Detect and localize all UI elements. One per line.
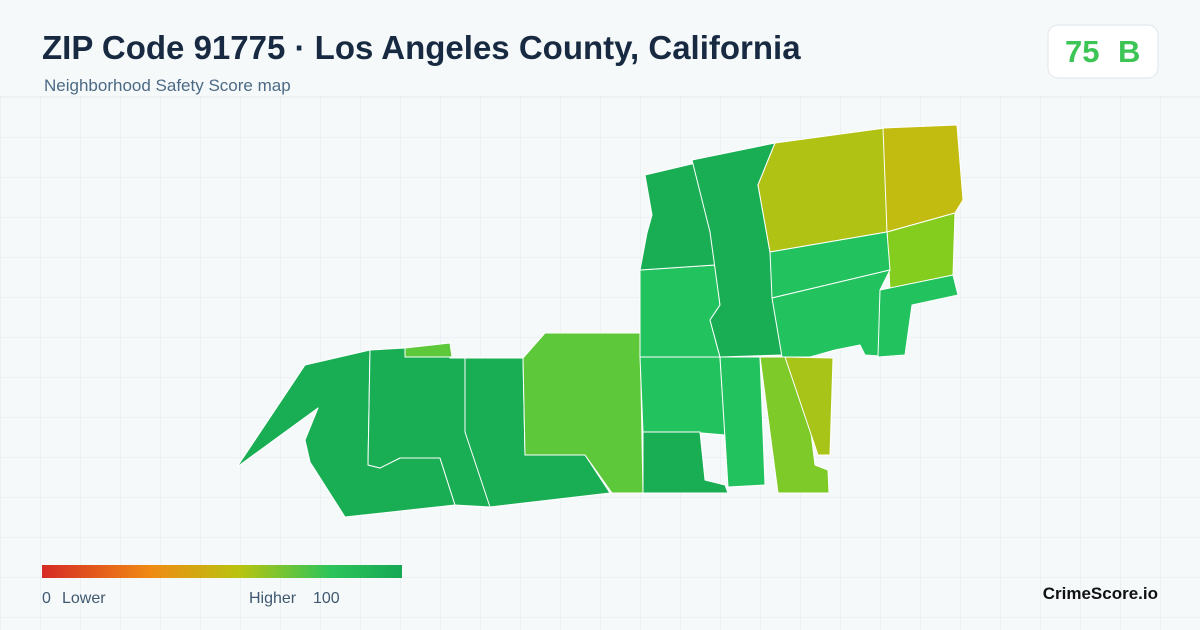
legend-max-label: Higher (249, 590, 297, 607)
area (882, 124, 964, 233)
area (639, 264, 721, 358)
area (522, 332, 644, 494)
title: ZIP Code 91775 · Los Angeles County, Cal… (42, 29, 801, 66)
area (784, 356, 834, 456)
legend-bar (42, 565, 402, 578)
area (639, 356, 726, 436)
score-badge (1047, 24, 1159, 79)
score-grade: B (1118, 34, 1140, 69)
area (757, 127, 888, 253)
subtitle: Neighborhood Safety Score map (44, 76, 291, 95)
area (719, 356, 766, 488)
score-value: 75 (1065, 34, 1099, 69)
area (404, 342, 453, 358)
area (877, 274, 959, 358)
legend-max: 100 (313, 590, 340, 607)
brand: CrimeScore.io (1043, 584, 1158, 603)
zip-map (236, 124, 964, 518)
legend-min: 0 (42, 590, 51, 607)
legend-min-label: Lower (62, 590, 106, 607)
area (642, 431, 729, 494)
